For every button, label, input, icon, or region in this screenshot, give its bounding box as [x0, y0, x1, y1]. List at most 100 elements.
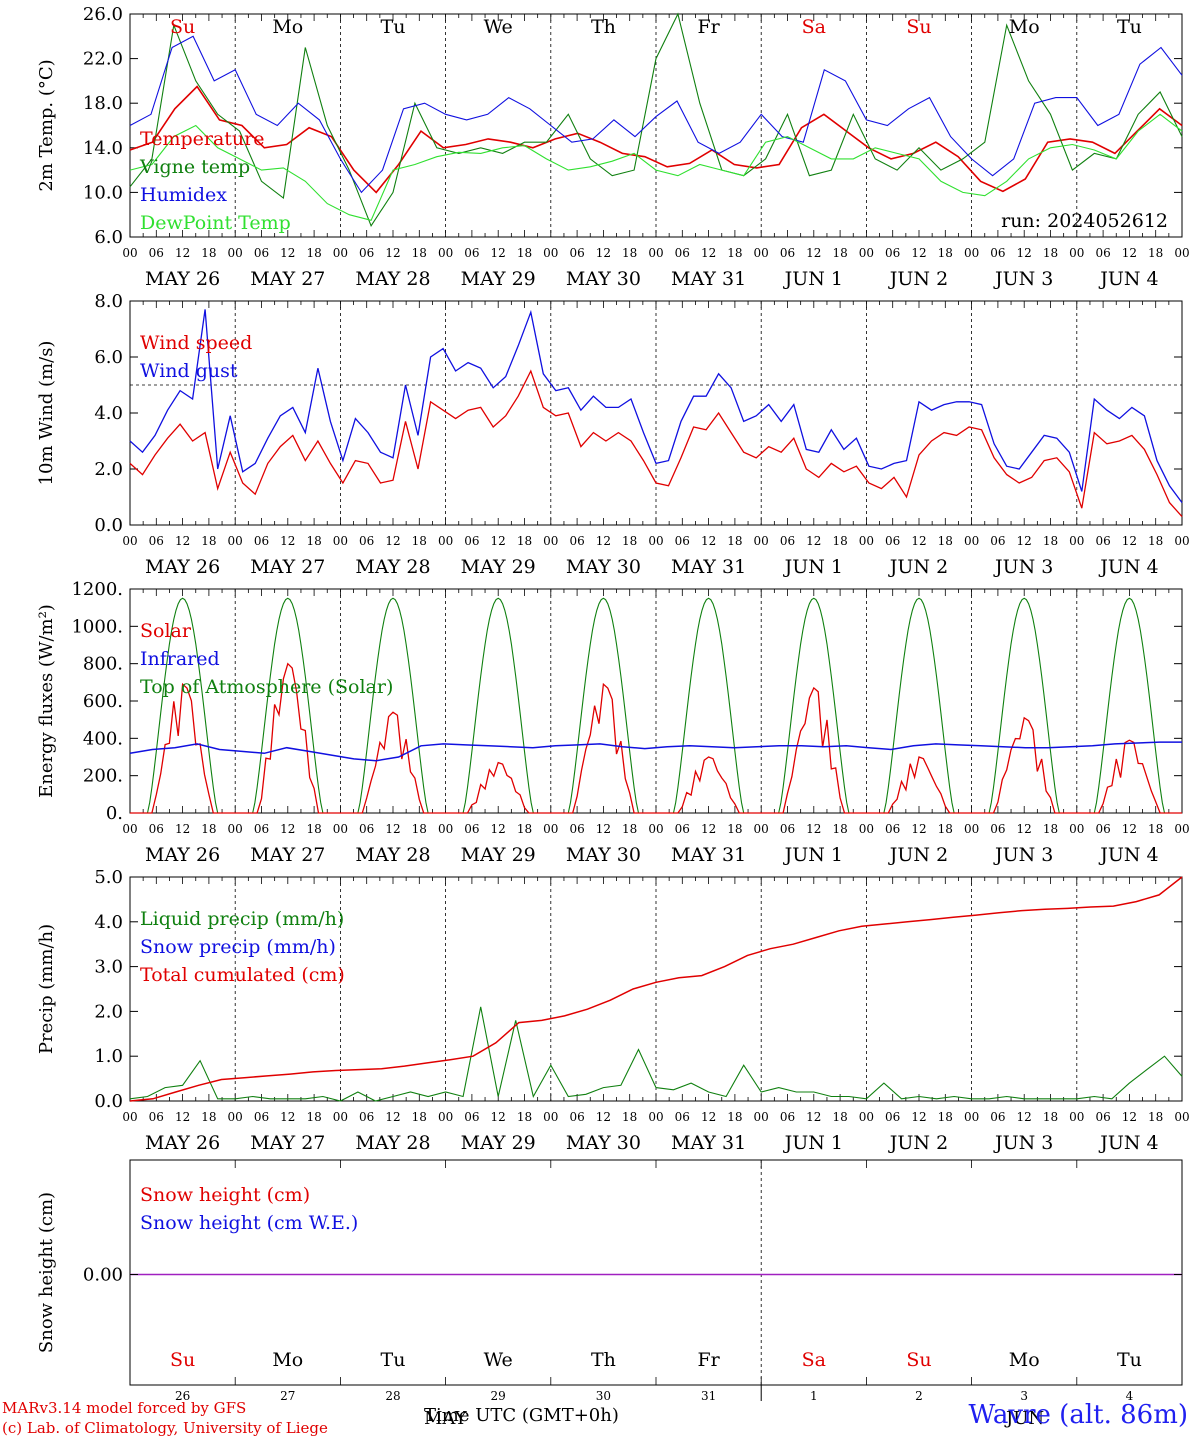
hour-tick-label: 12 — [1122, 534, 1137, 548]
hour-tick-label: 00 — [228, 1110, 243, 1124]
hour-tick-label: 06 — [990, 246, 1005, 260]
series-dewpoint-temp — [129, 113, 1183, 221]
hour-tick-label: 00 — [859, 1110, 874, 1124]
hour-tick-label: 06 — [569, 246, 584, 260]
hour-tick-label: 12 — [911, 246, 926, 260]
date-label: JUN 1 — [783, 556, 843, 578]
weekday-label: Tu — [381, 16, 406, 38]
hour-tick-label: 06 — [990, 822, 1005, 836]
date-label: JUN 1 — [783, 268, 843, 290]
hour-tick-label: 06 — [464, 246, 479, 260]
y-tick-label: 0.00 — [83, 1265, 123, 1286]
date-label: MAY 27 — [250, 844, 325, 866]
hour-tick-label: 00 — [543, 822, 558, 836]
hour-tick-label: 00 — [1174, 534, 1189, 548]
hour-tick-label: 12 — [806, 534, 821, 548]
hour-tick-label: 18 — [201, 822, 216, 836]
y-axis-label-1: 2m Temp. (°C) — [36, 59, 57, 191]
hour-tick-label: 18 — [306, 822, 321, 836]
copyright-credit: (c) Lab. of Climatology, University of L… — [2, 1419, 328, 1437]
run-label: run: 2024052612 — [1001, 210, 1168, 232]
hour-tick-label: 00 — [648, 822, 663, 836]
weekday-label: Fr — [697, 1349, 720, 1371]
hour-tick-label: 12 — [911, 822, 926, 836]
hour-tick-label: 18 — [622, 822, 637, 836]
hour-tick-label: 00 — [543, 534, 558, 548]
legend-solar: Solar — [140, 620, 192, 642]
legend-total-cumulated-cm-: Total cumulated (cm) — [140, 964, 345, 986]
series-solar — [130, 662, 1182, 814]
legend-humidex: Humidex — [140, 184, 227, 206]
hour-tick-label: 18 — [306, 246, 321, 260]
site-label: Wavre (alt. 86m) — [968, 1400, 1188, 1430]
date-label: JUN 1 — [783, 844, 843, 866]
footer-credits: MARv3.14 model forced by GFS (c) Lab. of… — [2, 1398, 328, 1438]
legend-snow-precip-mm-h-: Snow precip (mm/h) — [140, 936, 336, 958]
hour-tick-label: 18 — [412, 1110, 427, 1124]
series-wind-speed — [129, 369, 1183, 518]
hour-tick-label: 12 — [806, 822, 821, 836]
legend-snow-height-cm-: Snow height (cm) — [140, 1184, 310, 1206]
legend-infrared: Infrared — [140, 648, 220, 670]
hour-tick-label: 00 — [333, 534, 348, 548]
hour-tick-label: 00 — [964, 1110, 979, 1124]
day-number-label: 28 — [385, 1389, 400, 1403]
hour-tick-label: 18 — [412, 534, 427, 548]
y-tick-label: 18.0 — [83, 93, 123, 114]
weekday-label: We — [484, 16, 513, 38]
y-tick-label: 400. — [83, 728, 123, 749]
hour-tick-label: 00 — [859, 534, 874, 548]
day-number-label: 4 — [1126, 1389, 1134, 1403]
hour-tick-label: 06 — [885, 822, 900, 836]
hour-tick-label: 00 — [648, 1110, 663, 1124]
y-tick-label: 0. — [106, 803, 123, 824]
weekday-label: Mo — [1009, 16, 1040, 38]
hour-tick-label: 00 — [754, 1110, 769, 1124]
legend-top-of-atmosphere-solar-: Top of Atmosphere (Solar) — [140, 676, 393, 698]
y-tick-label: 6.0 — [94, 347, 123, 368]
y-axis-label-3: Energy fluxes (W/m²) — [36, 604, 57, 798]
weekday-label: Su — [906, 1349, 931, 1371]
date-label: MAY 27 — [250, 268, 325, 290]
day-number-label: 3 — [1020, 1389, 1028, 1403]
hour-tick-label: 12 — [175, 822, 190, 836]
hour-tick-label: 18 — [622, 1110, 637, 1124]
hour-tick-label: 06 — [675, 822, 690, 836]
hour-tick-label: 12 — [491, 246, 506, 260]
series-vigne-temp — [129, 12, 1183, 227]
hour-tick-label: 12 — [280, 1110, 295, 1124]
hour-tick-label: 18 — [727, 1110, 742, 1124]
hour-tick-label: 06 — [885, 534, 900, 548]
hour-tick-label: 06 — [1095, 534, 1110, 548]
hour-tick-label: 18 — [412, 822, 427, 836]
date-label: MAY 29 — [461, 268, 536, 290]
hour-tick-label: 18 — [1043, 246, 1058, 260]
hour-tick-label: 12 — [280, 534, 295, 548]
hour-tick-label: 12 — [1122, 1110, 1137, 1124]
hour-tick-label: 06 — [990, 534, 1005, 548]
series-temperature — [129, 85, 1183, 194]
y-tick-label: 600. — [83, 691, 123, 712]
hour-tick-label: 06 — [1095, 246, 1110, 260]
legend-vigne-temp: Vigne temp — [139, 156, 250, 178]
date-label: MAY 31 — [671, 556, 746, 578]
date-label: MAY 29 — [461, 1132, 536, 1154]
date-label: MAY 28 — [355, 1132, 430, 1154]
hour-tick-label: 00 — [1069, 534, 1084, 548]
hour-tick-label: 18 — [201, 1110, 216, 1124]
series-infrared — [129, 741, 1182, 762]
hour-tick-label: 00 — [228, 534, 243, 548]
weekday-label: Su — [170, 1349, 195, 1371]
hour-tick-label: 12 — [596, 1110, 611, 1124]
y-tick-label: 0.0 — [94, 515, 123, 536]
day-number-label: 2 — [915, 1389, 923, 1403]
hour-tick-label: 18 — [517, 246, 532, 260]
hour-tick-label: 12 — [175, 246, 190, 260]
weekday-label: Th — [591, 16, 616, 38]
y-tick-label: 4.0 — [94, 912, 123, 933]
hour-tick-label: 12 — [175, 1110, 190, 1124]
hour-tick-label: 00 — [1174, 246, 1189, 260]
weekday-label: Su — [170, 16, 195, 38]
model-credit: MARv3.14 model forced by GFS — [2, 1399, 247, 1417]
hour-tick-label: 06 — [780, 1110, 795, 1124]
